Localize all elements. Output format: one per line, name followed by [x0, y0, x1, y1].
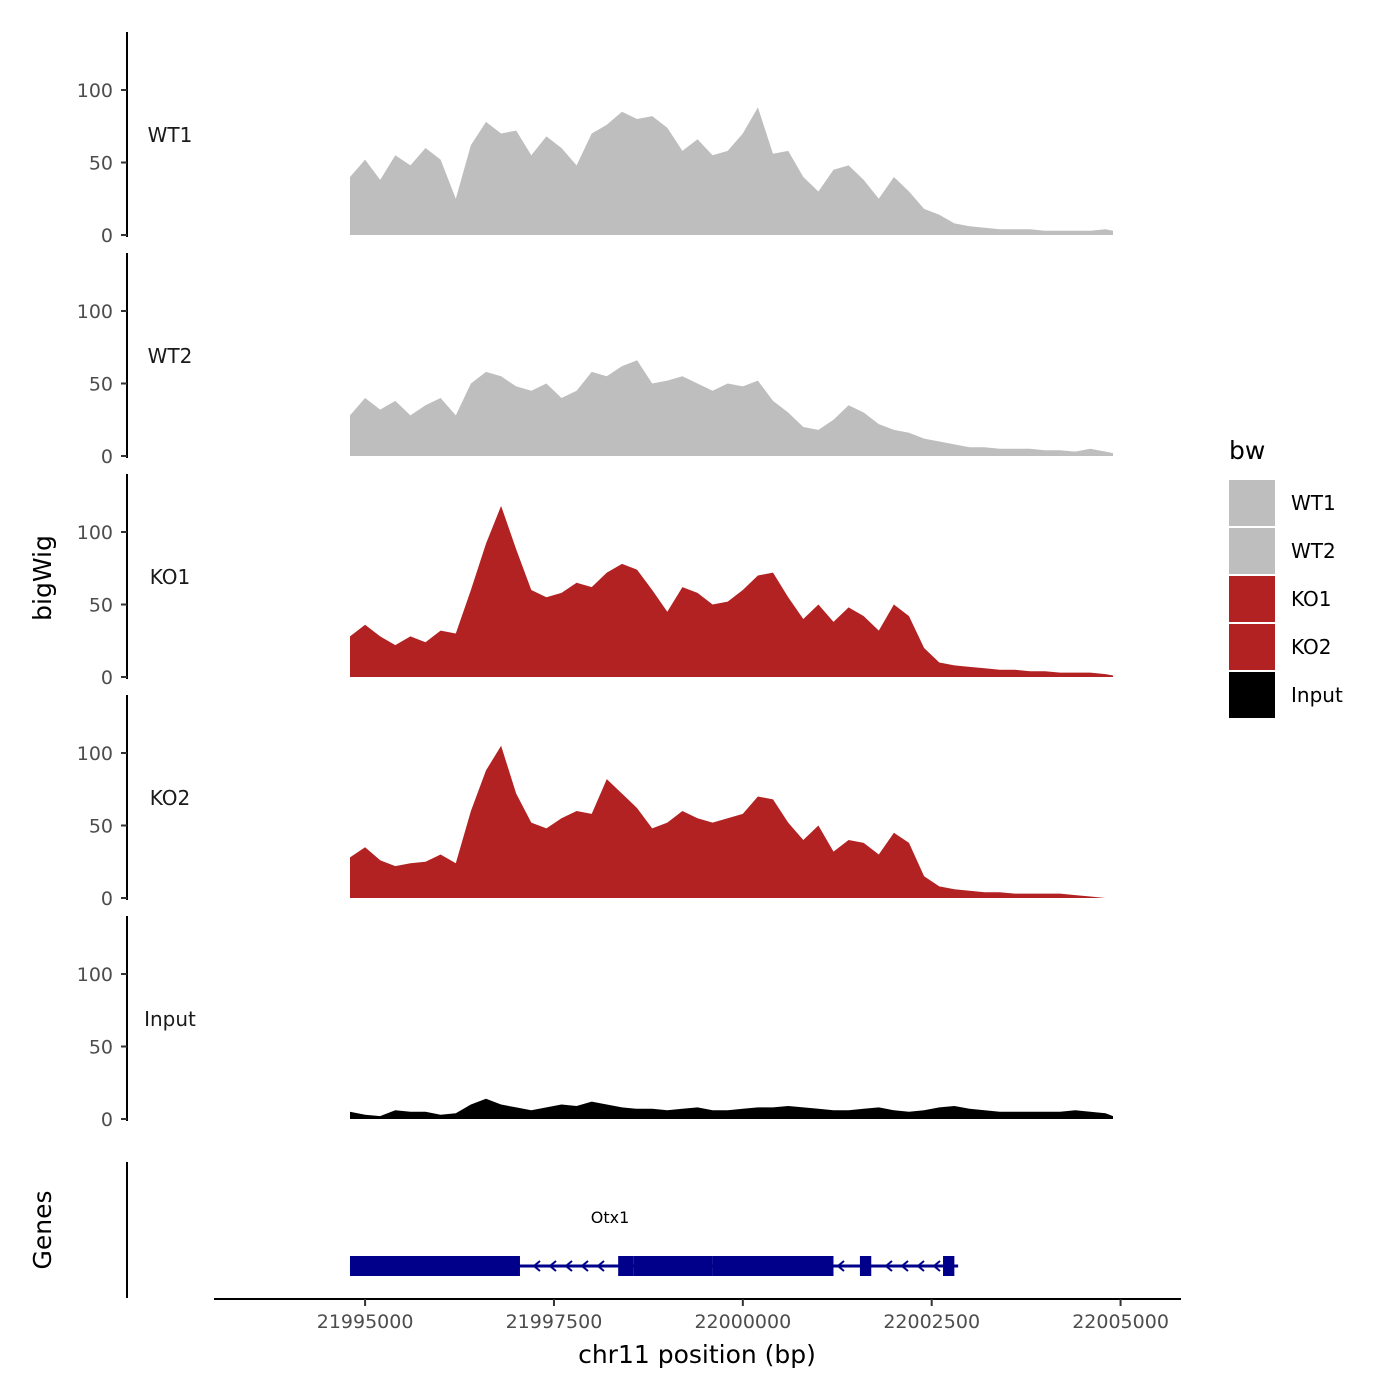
legend-title: bw: [1229, 436, 1265, 465]
track-panel-wt2: 0 50 100 WT2: [77, 253, 1113, 468]
strand-arrow: [532, 1260, 541, 1272]
gene-label: Otx1: [591, 1208, 630, 1227]
y-tick-label: 50: [89, 1037, 113, 1059]
y-tick-label: 50: [89, 374, 113, 396]
legend: bw WT1 WT2 KO1 KO2 Input: [1229, 436, 1343, 718]
y-tick-label: 100: [77, 301, 113, 323]
x-tick-label: 22000000: [694, 1311, 791, 1333]
genes-track-label: Genes: [28, 1190, 57, 1269]
legend-label-input: Input: [1291, 683, 1343, 707]
track-label: WT1: [148, 123, 193, 147]
legend-label-wt1: WT1: [1291, 491, 1336, 515]
x-ticks: 21995000 21997500 22000000 22002500 22005000: [317, 1299, 1169, 1333]
strand-arrow: [564, 1260, 573, 1272]
track-panel-wt1: 0 50 100 WT1: [77, 32, 1113, 247]
legend-label-ko1: KO1: [1291, 587, 1332, 611]
x-axis: 21995000 21997500 22000000 22002500 22005000…: [214, 1298, 1181, 1369]
y-tick-label: 100: [77, 80, 113, 102]
gene-exon: [859, 1256, 872, 1276]
y-tick-label: 0: [101, 667, 113, 689]
track-label: KO2: [150, 786, 191, 810]
track-label: KO1: [150, 565, 191, 589]
strand-arrow: [900, 1260, 909, 1272]
gene-exon: [618, 1256, 634, 1276]
y-tick-label: 50: [89, 816, 113, 838]
gene-exon: [943, 1256, 955, 1276]
strand-arrow: [596, 1260, 605, 1272]
legend-label-wt2: WT2: [1291, 539, 1336, 563]
y-tick-label: 100: [77, 964, 113, 986]
x-tick-label: 21995000: [317, 1311, 414, 1333]
legend-swatch-wt2: [1229, 528, 1275, 574]
y-tick-label: 50: [89, 153, 113, 175]
y-tick-label: 100: [77, 522, 113, 544]
gene-exon: [712, 1256, 834, 1276]
y-tick-label: 0: [101, 888, 113, 910]
y-tick-label: 0: [101, 446, 113, 468]
strand-arrow: [916, 1260, 925, 1272]
legend-swatch-ko2: [1229, 624, 1275, 670]
legend-label-ko2: KO2: [1291, 635, 1332, 659]
coverage-area-wt1: [350, 107, 1113, 235]
x-tick-label: 22005000: [1072, 1311, 1169, 1333]
y-tick-label: 0: [101, 1109, 113, 1131]
coverage-area-wt2: [350, 360, 1113, 456]
legend-swatch-ko1: [1229, 576, 1275, 622]
legend-items: WT1 WT2 KO1 KO2 Input: [1229, 480, 1343, 718]
track-panels: 0 50 100 WT1 0 50 100 WT2 0 50 100 KO1 0 50 100 KO2 0 50 1…: [77, 32, 1113, 1131]
y-tick-label: 100: [77, 743, 113, 765]
track-panel-input: 0 50 100 Input: [77, 916, 1113, 1131]
track-label: WT2: [148, 344, 193, 368]
x-axis-title: chr11 position (bp): [578, 1340, 816, 1369]
gene-models: Otx1: [349, 1208, 959, 1276]
track-panel-ko1: 0 50 100 KO1: [77, 474, 1113, 689]
coverage-area-ko1: [350, 505, 1113, 677]
gene-exon: [633, 1256, 698, 1276]
coverage-area-input: [350, 1098, 1113, 1119]
y-axis-title: bigWig: [28, 535, 57, 621]
y-tick-label: 0: [101, 225, 113, 247]
track-label: Input: [144, 1007, 196, 1031]
strand-arrow: [932, 1260, 941, 1272]
gene-exon: [697, 1256, 713, 1276]
strand-arrow: [836, 1260, 845, 1272]
y-tick-label: 50: [89, 595, 113, 617]
x-tick-label: 22002500: [883, 1311, 980, 1333]
gene-otx1: Otx1: [349, 1208, 959, 1276]
track-panel-ko2: 0 50 100 KO2: [77, 695, 1113, 910]
strand-arrow: [548, 1260, 557, 1272]
gene-exon: [349, 1256, 520, 1276]
genes-track: Genes Otx1: [28, 1162, 959, 1298]
legend-swatch-input: [1229, 672, 1275, 718]
legend-swatch-wt1: [1229, 480, 1275, 526]
strand-arrow: [884, 1260, 893, 1272]
strand-arrow: [580, 1260, 589, 1272]
x-tick-label: 21997500: [506, 1311, 603, 1333]
coverage-area-ko2: [350, 745, 1113, 898]
